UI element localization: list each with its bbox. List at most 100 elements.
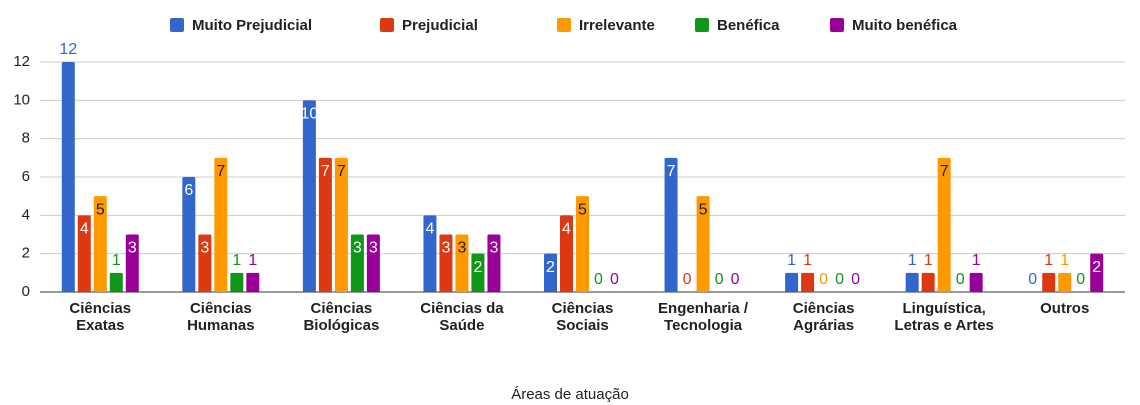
data-label: 1 (787, 252, 796, 269)
bar (937, 157, 951, 292)
data-label: 7 (337, 163, 346, 180)
data-label: 1 (924, 252, 933, 269)
bar (77, 215, 91, 292)
data-label: 0 (1076, 271, 1085, 288)
bar (198, 234, 212, 292)
legend-label: Muito Prejudicial (192, 17, 312, 34)
bar (1090, 253, 1104, 292)
data-label: 0 (835, 271, 844, 288)
bar (125, 234, 139, 292)
legend-swatch (695, 18, 709, 32)
data-label: 1 (248, 252, 257, 269)
y-tick-label: 12 (13, 53, 30, 70)
x-tick-label: Ciências Humanas (187, 300, 255, 334)
bar (544, 253, 557, 292)
data-label: 4 (562, 221, 571, 238)
y-tick-label: 8 (22, 130, 30, 147)
bar (302, 100, 316, 292)
data-label: 7 (321, 163, 330, 180)
legend-label: Muito benéfica (852, 17, 958, 34)
data-label: 3 (353, 240, 362, 257)
data-label: 0 (1028, 271, 1037, 288)
data-label: 0 (683, 271, 692, 288)
y-tick-label: 0 (22, 283, 30, 300)
data-label: 3 (441, 240, 450, 257)
legend-label: Irrelevante (579, 17, 655, 34)
bar (1042, 272, 1056, 292)
bar (334, 157, 348, 292)
legend-label: Prejudicial (402, 17, 478, 34)
y-tick-label: 10 (13, 91, 30, 108)
data-label: 3 (369, 240, 378, 257)
bar (696, 196, 710, 292)
data-label: 12 (59, 41, 77, 58)
bar (439, 234, 453, 292)
data-label: 3 (457, 240, 466, 257)
data-label: 2 (546, 259, 555, 276)
data-label: 0 (731, 271, 740, 288)
bar (93, 196, 107, 292)
bar (109, 272, 123, 292)
data-label: 0 (851, 271, 860, 288)
data-label: 7 (940, 163, 949, 180)
y-tick-label: 4 (22, 206, 30, 223)
data-label: 0 (956, 271, 965, 288)
bar (576, 196, 589, 292)
bar (350, 234, 364, 292)
y-tick-label: 2 (22, 245, 30, 262)
x-axis-title: Áreas de atuação (511, 386, 629, 403)
data-label: 5 (699, 201, 708, 218)
data-label: 2 (1092, 259, 1101, 276)
legend-swatch (557, 18, 571, 32)
data-label: 7 (667, 163, 676, 180)
data-label: 7 (216, 163, 225, 180)
bar (560, 215, 573, 292)
bar (246, 272, 260, 292)
bar (318, 157, 332, 292)
data-label: 1 (803, 252, 812, 269)
bar (61, 62, 75, 292)
bar (471, 253, 485, 292)
data-label: 4 (80, 221, 89, 238)
x-tick-label: Ciências da Saúde (420, 300, 504, 334)
data-label: 0 (715, 271, 724, 288)
x-tick-label: Ciências Sociais (551, 300, 614, 334)
legend-label: Benéfica (717, 17, 780, 34)
legend-swatch (170, 18, 184, 32)
bar (801, 272, 815, 292)
bar (366, 234, 380, 292)
data-label: 2 (473, 259, 482, 276)
legend-swatch (380, 18, 394, 32)
data-label: 1 (232, 252, 241, 269)
data-label: 0 (594, 271, 603, 288)
x-tick-label: Ciências Agrárias (792, 300, 855, 334)
data-label: 0 (610, 271, 619, 288)
bar (785, 272, 799, 292)
data-label: 5 (578, 201, 587, 218)
bar (664, 157, 678, 292)
x-tick-label: Ciências Exatas (69, 300, 132, 334)
bar (487, 234, 501, 292)
y-tick-label: 6 (22, 168, 30, 185)
x-tick-label: Linguística, Letras e Artes (894, 300, 994, 334)
x-tick-label: Ciências Biológicas (303, 300, 380, 334)
bar (921, 272, 935, 292)
bar (905, 272, 919, 292)
data-label: 1 (1044, 252, 1053, 269)
data-label: 0 (819, 271, 828, 288)
bar (969, 272, 983, 292)
bar (423, 215, 437, 292)
bar (214, 157, 228, 292)
data-label: 3 (200, 240, 209, 257)
data-label: 4 (425, 221, 434, 238)
data-label: 1 (112, 252, 121, 269)
bar (455, 234, 469, 292)
data-label: 3 (128, 240, 137, 257)
data-label: 6 (184, 182, 193, 199)
data-label: 10 (300, 106, 318, 123)
x-tick-label: Engenharia / Tecnologia (658, 300, 749, 334)
bar (1058, 272, 1072, 292)
data-label: 1 (972, 252, 981, 269)
